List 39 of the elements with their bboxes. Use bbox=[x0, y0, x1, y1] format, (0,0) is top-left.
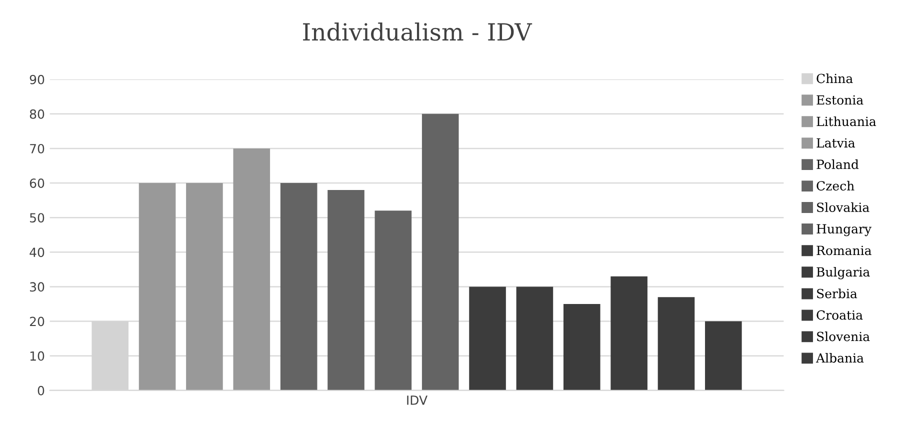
y-tick-label: 0 bbox=[38, 386, 44, 396]
bar bbox=[374, 210, 412, 390]
bar bbox=[233, 148, 270, 390]
y-tick-label: 70 bbox=[30, 144, 44, 154]
chart-title: Individualism - IDV bbox=[303, 22, 532, 41]
legend-label: Estonia bbox=[816, 95, 864, 105]
bar bbox=[328, 190, 364, 390]
bar bbox=[469, 286, 506, 390]
legend-label: Czech bbox=[816, 180, 854, 191]
legend-label: Croatia bbox=[816, 310, 863, 320]
x-tick-label: IDV bbox=[407, 396, 428, 405]
y-tick-label: 80 bbox=[30, 109, 44, 119]
legend-label: Bulgaria bbox=[816, 266, 870, 280]
y-tick-label: 10 bbox=[30, 351, 44, 361]
y-tick-label: 50 bbox=[30, 213, 44, 223]
legend-label: China bbox=[816, 74, 853, 84]
legend-label: Romania bbox=[816, 246, 872, 256]
y-tick-label: 60 bbox=[30, 178, 44, 188]
bar bbox=[280, 183, 318, 390]
y-tick-label: 30 bbox=[30, 282, 44, 292]
legend-label: Latvia bbox=[816, 138, 855, 148]
legend-label: Albania bbox=[816, 353, 864, 363]
legend-label: Poland bbox=[816, 159, 859, 170]
bar bbox=[658, 297, 695, 390]
legend-label: Slovakia bbox=[817, 202, 870, 212]
bar bbox=[610, 276, 648, 390]
bar bbox=[422, 114, 459, 390]
legend-label: Hungary bbox=[816, 224, 872, 236]
legend-label: Slovenia bbox=[817, 332, 870, 342]
y-tick-label: 20 bbox=[30, 316, 44, 326]
bar bbox=[138, 183, 176, 390]
y-tick-label: 90 bbox=[30, 74, 44, 84]
bar bbox=[186, 183, 223, 390]
bar bbox=[563, 304, 600, 390]
legend-label: Serbia bbox=[817, 288, 858, 298]
bar bbox=[516, 286, 554, 390]
legend-label: Lithuania bbox=[816, 116, 876, 126]
bar bbox=[705, 321, 742, 390]
y-tick-label: 40 bbox=[30, 248, 44, 258]
